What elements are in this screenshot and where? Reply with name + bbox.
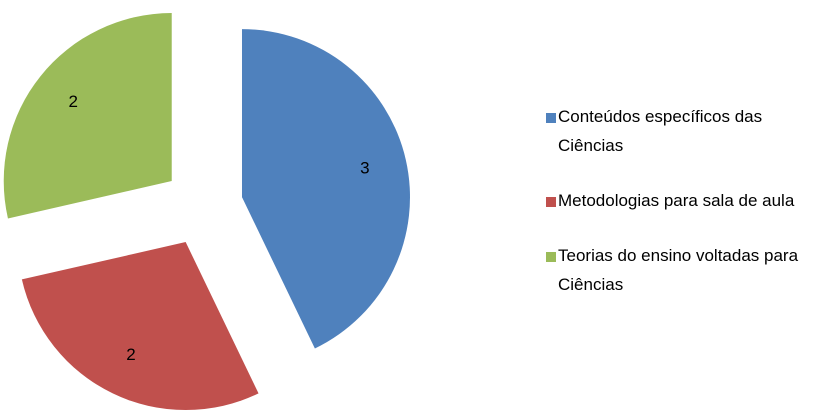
legend-swatch — [546, 113, 556, 123]
pie-slice — [241, 29, 410, 349]
pie-slice — [3, 13, 172, 219]
pie-slice — [21, 242, 259, 411]
data-label: 2 — [68, 92, 77, 111]
legend-label: Conteúdos específicos das Ciências — [558, 107, 762, 155]
legend-label: Teorias do ensino voltadas para Ciências — [558, 246, 799, 294]
legend-label: Metodologias para sala de aula — [558, 191, 795, 210]
legend-swatch — [546, 197, 556, 207]
data-label: 2 — [126, 345, 135, 364]
legend-swatch — [546, 252, 556, 262]
data-label: 3 — [360, 159, 369, 178]
